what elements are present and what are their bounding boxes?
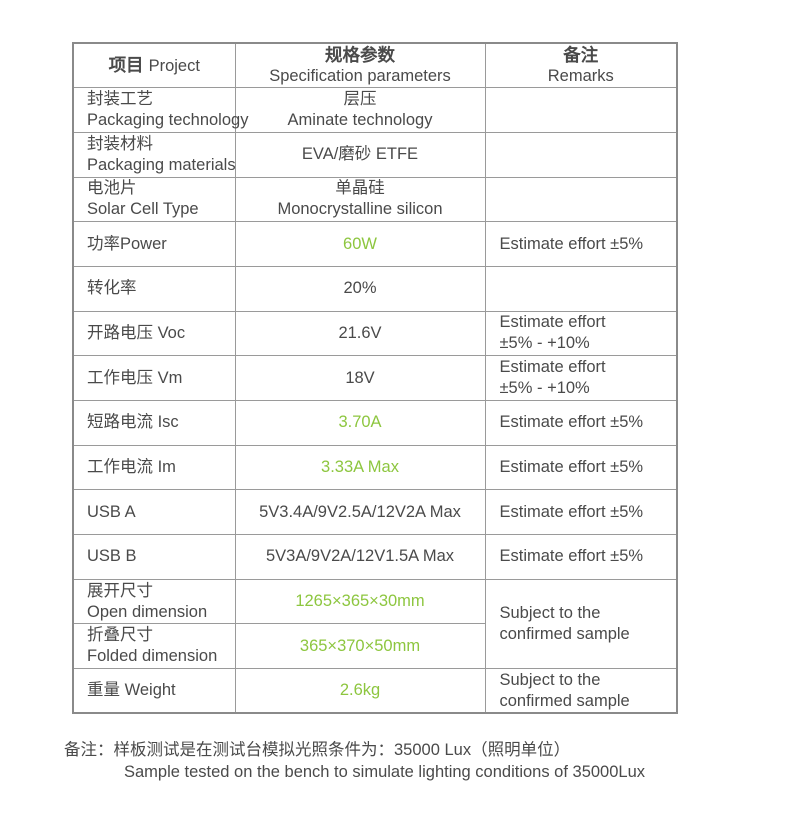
row-open-dimension: 展开尺寸 Open dimension 1265×365×30mm Subjec… (72, 578, 678, 670)
cell-label: 折叠尺寸 Folded dimension (72, 623, 236, 670)
cell-remark-merged: Subject to the confirmed sample (484, 578, 678, 670)
cell-label: 功率Power (72, 221, 236, 267)
cell-label: 工作电压 Vm (72, 355, 236, 401)
cell-value: 18V (234, 355, 486, 401)
cell-remark: Estimate effort ±5% - +10% (484, 355, 678, 401)
header-remarks-en: Remarks (547, 66, 614, 85)
header-project-en: Project (148, 56, 200, 75)
header-specification-en: Specification parameters (269, 66, 451, 85)
cell-label: 封装材料 Packaging materials (72, 131, 236, 178)
cell-value: 60W (234, 221, 486, 267)
cell-label: 封装工艺 Packaging technology (72, 87, 248, 133)
row-open-circuit-voltage: 开路电压 Voc 21.6V Estimate effort ±5% - +10… (72, 310, 678, 357)
header-specification-zh: 规格参数 (325, 44, 395, 65)
footnote: 备注：样板测试是在测试台模拟光照条件为：35000 Lux（照明单位） Samp… (64, 739, 645, 783)
cell-value: 5V3A/9V2A/12V1.5A Max (234, 534, 486, 580)
header-project-zh: 项目 (108, 54, 144, 75)
cell-remark: Estimate effort ±5% (484, 221, 678, 267)
cell-value: 5V3.4A/9V2.5A/12V2A Max (234, 489, 486, 536)
cell-remark (484, 131, 678, 178)
cell-value: 2.6kg (234, 668, 486, 714)
cell-value: EVA/磨砂 ETFE (234, 131, 486, 178)
row-solar-cell-type: 电池片 Solar Cell Type 单晶硅 Monocrystalline … (72, 176, 678, 223)
cell-value: 3.70A (234, 400, 486, 446)
cell-value: 3.33A Max (234, 444, 486, 491)
row-power: 功率Power 60W Estimate effort ±5% (72, 221, 678, 267)
cell-label: 工作电流 Im (72, 444, 236, 491)
cell-label: USB A (72, 489, 236, 536)
cell-label: 短路电流 Isc (72, 400, 236, 446)
footnote-line-zh: 备注：样板测试是在测试台模拟光照条件为：35000 Lux（照明单位） (64, 741, 571, 759)
row-conversion-rate: 转化率 20% (72, 265, 678, 312)
row-weight: 重量 Weight 2.6kg Subject to the confirmed… (72, 668, 678, 714)
cell-remark: Estimate effort ±5% (484, 534, 678, 580)
row-working-current: 工作电流 Im 3.33A Max Estimate effort ±5% (72, 444, 678, 491)
cell-label: 开路电压 Voc (72, 310, 236, 357)
cell-remark: Estimate effort ±5% (484, 400, 678, 446)
header-project: 项目 Project (72, 42, 236, 89)
cell-remark: Estimate effort ±5% (484, 444, 678, 491)
cell-value: 层压 Aminate technology (234, 87, 486, 133)
cell-value: 21.6V (234, 310, 486, 357)
header-remarks-zh: 备注 (563, 44, 599, 65)
cell-remark: Subject to the confirmed sample (484, 668, 678, 714)
row-short-circuit-current: 短路电流 Isc 3.70A Estimate effort ±5% (72, 400, 678, 446)
spec-table: 项目 Project 规格参数 Specification parameters … (72, 42, 678, 715)
cell-value: 20% (234, 265, 486, 312)
cell-label: USB B (72, 534, 236, 580)
header-remarks: 备注 Remarks (484, 42, 678, 89)
row-usb-b: USB B 5V3A/9V2A/12V1.5A Max Estimate eff… (72, 534, 678, 580)
row-folded-dimension: 折叠尺寸 Folded dimension 365×370×50mm (72, 623, 677, 670)
cell-label: 电池片 Solar Cell Type (72, 176, 236, 223)
cell-label: 重量 Weight (72, 668, 236, 714)
cell-label: 转化率 (72, 265, 236, 312)
row-packaging-materials: 封装材料 Packaging materials EVA/磨砂 ETFE (72, 131, 678, 178)
table-header-row: 项目 Project 规格参数 Specification parameters … (72, 42, 678, 89)
row-usb-a: USB A 5V3.4A/9V2.5A/12V2A Max Estimate e… (72, 489, 678, 536)
cell-remark (484, 265, 678, 312)
cell-label: 展开尺寸 Open dimension (72, 578, 236, 625)
header-specification: 规格参数 Specification parameters (234, 42, 486, 89)
cell-remark: Estimate effort ±5% - +10% (484, 310, 678, 357)
cell-value: 单晶硅 Monocrystalline silicon (234, 176, 486, 223)
cell-remark (484, 176, 678, 223)
row-working-voltage: 工作电压 Vm 18V Estimate effort ±5% - +10% (72, 355, 678, 401)
row-packaging-technology: 封装工艺 Packaging technology 层压 Aminate tec… (72, 87, 678, 133)
cell-value: 1265×365×30mm (234, 578, 486, 625)
cell-value: 365×370×50mm (234, 623, 486, 670)
cell-remark (484, 87, 678, 133)
cell-remark: Estimate effort ±5% (484, 489, 678, 536)
footnote-line-en: Sample tested on the bench to simulate l… (124, 763, 646, 781)
